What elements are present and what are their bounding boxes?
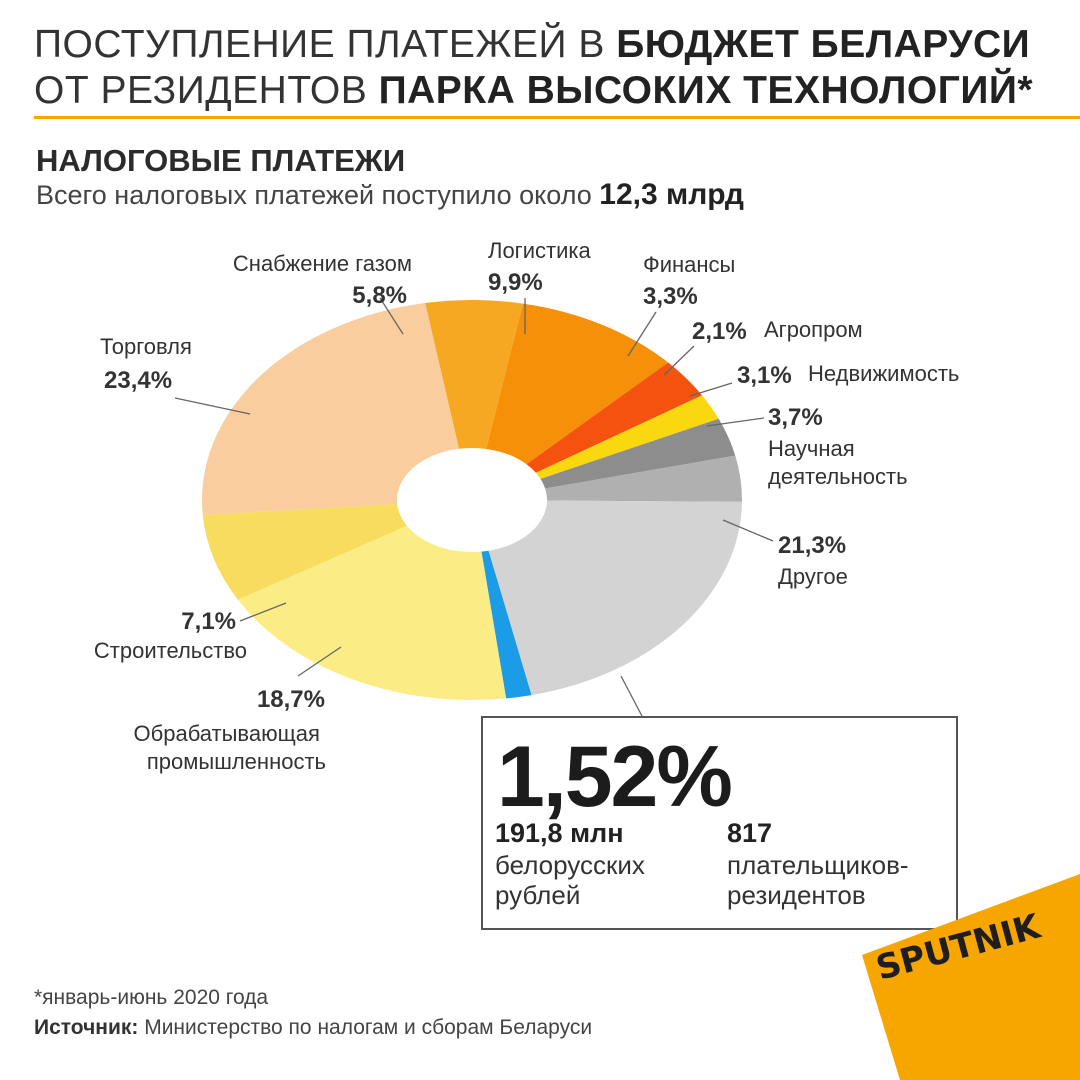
leader-construction xyxy=(239,602,287,622)
leader-manufacturing xyxy=(297,646,342,677)
leader-realty xyxy=(689,382,733,397)
donut-slice-2 xyxy=(526,362,703,473)
label-other-name: Другое xyxy=(778,564,848,589)
label-construction-value: 7,1% xyxy=(181,608,236,635)
source-label: Источник: xyxy=(34,1016,139,1039)
label-manufacturing-value: 18,7% xyxy=(257,686,325,713)
donut-slice-0 xyxy=(425,300,524,449)
page-title: ПОСТУПЛЕНИЕ ПЛАТЕЖЕЙ В БЮДЖЕТ БЕЛАРУСИ О… xyxy=(34,22,1044,114)
callout-percent: 1,52% xyxy=(497,729,733,825)
label-manufacturing-name-line2: промышленность xyxy=(147,749,326,774)
leader-science xyxy=(706,417,765,427)
label-science-value: 3,7% xyxy=(768,404,823,431)
footnote: *январь-июнь 2020 года xyxy=(34,986,269,1009)
title-line1-normal: ПОСТУПЛЕНИЕ ПЛАТЕЖЕЙ В xyxy=(34,23,617,66)
source-text: Министерство по налогам и сборам Беларус… xyxy=(138,1016,593,1039)
label-construction-name: Строительство xyxy=(94,638,247,663)
pvt-callout: 1,52% 191,8 млн белорусских рублей 817 п… xyxy=(481,716,958,930)
label-other-value: 21,3% xyxy=(778,532,846,559)
leader-finance xyxy=(627,311,657,357)
title-divider xyxy=(34,116,1080,119)
callout-amount-value: 191,8 млн xyxy=(495,818,624,848)
subtitle-value: 12,3 млрд xyxy=(599,178,744,211)
donut-slice-5 xyxy=(545,455,743,502)
label-gas-value: 5,8% xyxy=(352,282,407,309)
source-line: Источник: Министерство по налогам и сбор… xyxy=(34,1016,592,1040)
label-finance-value: 3,3% xyxy=(643,283,698,310)
subtitle-text: Всего налоговых платежей поступило около xyxy=(36,180,600,210)
label-agro-name: Агропром xyxy=(764,317,863,342)
donut-slice-9 xyxy=(202,503,407,600)
callout-amount-text: белорусских рублей xyxy=(495,850,645,910)
sputnik-logo: SPUTNIK xyxy=(862,874,1080,1080)
label-trade-value: 23,4% xyxy=(104,367,172,394)
label-logistics-value: 9,9% xyxy=(488,269,543,296)
label-logistics-name: Логистика xyxy=(488,238,591,263)
label-trade-name: Торговля xyxy=(100,334,192,359)
title-line1-bold: БЮДЖЕТ БЕЛАРУСИ xyxy=(616,23,1031,66)
label-realty-value: 3,1% xyxy=(737,362,792,389)
donut-slices xyxy=(202,300,743,700)
donut-slice-10 xyxy=(202,303,459,516)
leader-gas xyxy=(379,297,404,335)
donut-slice-3 xyxy=(535,395,719,479)
subtitle: Всего налоговых платежей поступило около… xyxy=(36,178,744,212)
callout-payers-text: плательщиков- резидентов xyxy=(727,850,909,910)
label-science-name: Научная деятельность xyxy=(768,436,908,489)
section-title: НАЛОГОВЫЕ ПЛАТЕЖИ xyxy=(36,143,406,178)
donut-slice-8 xyxy=(237,525,507,700)
donut-slice-6 xyxy=(488,500,742,696)
donut-slice-7 xyxy=(481,550,532,699)
logo-shape xyxy=(862,874,1080,1080)
label-agro-value: 2,1% xyxy=(692,318,747,345)
label-realty-name: Недвижимость xyxy=(808,361,959,386)
label-science-name-line2: деятельность xyxy=(768,464,908,489)
leader-lines xyxy=(174,297,774,719)
callout-payers-value: 817 xyxy=(727,818,773,848)
leader-trade xyxy=(174,397,251,415)
label-manufacturing-name-line1: Обрабатывающая xyxy=(134,721,320,746)
label-science-name-line1: Научная xyxy=(768,436,855,461)
title-line2-normal: ОТ РЕЗИДЕНТОВ xyxy=(34,69,379,112)
donut-slice-1 xyxy=(486,303,669,465)
label-gas-name: Снабжение газом xyxy=(233,251,412,276)
label-manufacturing-name: Обрабатывающая промышленность xyxy=(134,721,326,774)
donut-slice-4 xyxy=(540,418,736,489)
title-line2-bold: ПАРКА ВЫСОКИХ ТЕХНОЛОГИЙ* xyxy=(378,69,1034,112)
leader-other xyxy=(722,519,774,542)
label-finance-name: Финансы xyxy=(643,252,735,277)
leader-agro xyxy=(663,345,695,376)
leader-callout xyxy=(620,675,644,719)
